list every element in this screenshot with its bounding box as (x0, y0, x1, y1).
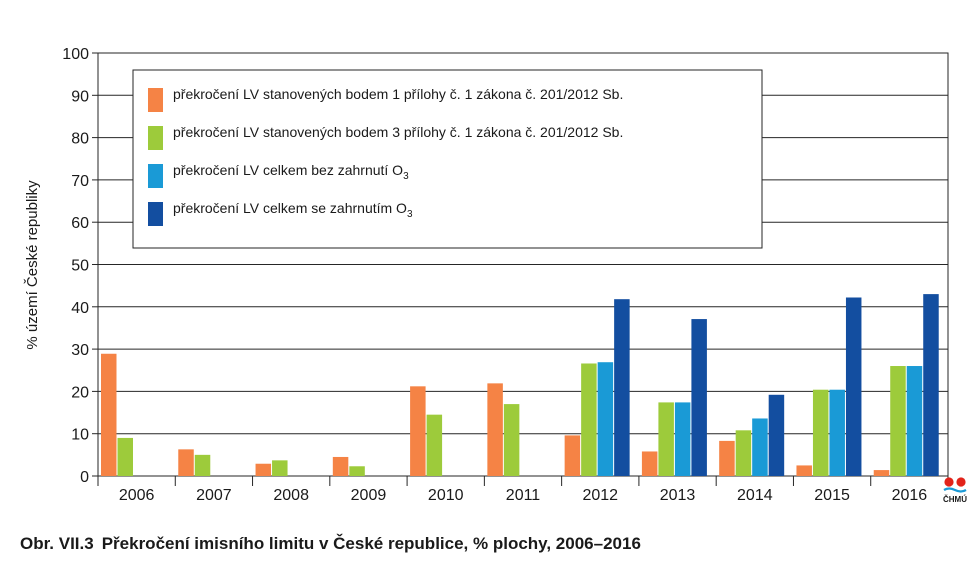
x-axis: 2006 2007 2008 2009 2010 2011 2012 2013 2014 2015… (97, 476, 949, 504)
bar (426, 414, 443, 476)
x-tick-label: 2015 (814, 487, 850, 504)
y-axis: 0 10 20 30 40 50 60 70 80 90 100 (62, 46, 98, 486)
chmu-logo-icon: ČHMÚ (943, 477, 967, 504)
x-tick-label: 2014 (737, 487, 773, 504)
y-tick-label: 100 (62, 46, 89, 63)
x-tick-label: 2016 (892, 487, 928, 504)
bars (101, 294, 939, 476)
bar (349, 466, 365, 476)
y-tick-label: 50 (71, 258, 89, 275)
legend-box (132, 69, 763, 249)
figure-caption: Obr. VII.3 Překročení imisního limitu v Č… (20, 534, 641, 554)
bar (658, 402, 674, 476)
legend-swatch (148, 202, 163, 226)
y-tick-label: 90 (71, 88, 89, 105)
bar (255, 463, 272, 476)
legend: překročení LV stanovených bodem 1 příloh… (132, 69, 763, 249)
x-tick-label: 2008 (273, 487, 309, 504)
bar (890, 366, 906, 476)
legend-label: překročení LV celkem se zahrnutím O3 (173, 200, 413, 220)
y-tick-label: 70 (71, 173, 89, 190)
y-tick-label: 80 (71, 131, 89, 148)
bar (829, 389, 845, 476)
y-tick-label: 10 (71, 427, 89, 444)
y-tick-label: 60 (71, 215, 89, 232)
y-tick-label: 40 (71, 300, 89, 317)
bar (194, 454, 211, 476)
figure-number: Obr. VII.3 (20, 534, 94, 553)
x-tick-label: 2010 (428, 487, 464, 504)
bar (873, 470, 890, 476)
x-tick-label: 2012 (582, 487, 618, 504)
bar (581, 363, 597, 476)
bar (101, 353, 117, 476)
bar (923, 294, 939, 476)
logo-text: ČHMÚ (943, 495, 967, 504)
x-tick-label: 2009 (351, 487, 387, 504)
bar (614, 299, 630, 476)
bar (641, 451, 658, 476)
bar (796, 465, 812, 476)
bar (906, 366, 923, 476)
bar (752, 418, 768, 476)
legend-swatch (148, 126, 163, 150)
x-tick-label: 2013 (660, 487, 696, 504)
bar (410, 386, 426, 476)
y-tick-label: 30 (71, 342, 89, 359)
bar (597, 362, 614, 476)
bar (178, 449, 194, 476)
bar (503, 404, 520, 476)
x-tick-label: 2011 (506, 487, 541, 504)
legend-label: překročení LV celkem bez zahrnutí O3 (173, 162, 409, 182)
legend-swatch (148, 88, 163, 112)
bar (812, 389, 829, 476)
legend-swatch (148, 164, 163, 188)
bar (487, 383, 503, 476)
bar (719, 440, 735, 476)
x-tick-label: 2006 (119, 487, 155, 504)
y-tick-label: 20 (71, 384, 89, 401)
figure-title: Překročení imisního limitu v České repub… (101, 534, 641, 553)
bar (117, 437, 133, 476)
bar (272, 460, 288, 476)
bar (674, 402, 691, 476)
y-axis-title: % území České republiky (24, 180, 41, 350)
x-tick-label: 2007 (196, 487, 232, 504)
legend-label: překročení LV stanovených bodem 1 příloh… (173, 86, 623, 102)
bar (845, 297, 862, 476)
bar (735, 430, 752, 476)
bar (564, 435, 581, 476)
bar (768, 394, 785, 476)
y-tick-label: 0 (80, 469, 89, 486)
bar (332, 456, 349, 476)
legend-label: překročení LV stanovených bodem 3 příloh… (173, 124, 623, 140)
bar (691, 319, 707, 476)
